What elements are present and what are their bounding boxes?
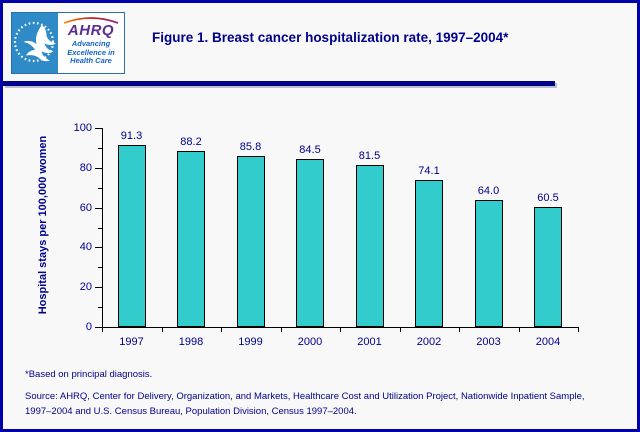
bar	[355, 165, 384, 327]
y-major-tick	[95, 128, 102, 129]
bar	[236, 156, 265, 327]
figure-title: Figure 1. Breast cancer hospitalization …	[152, 30, 509, 45]
footnote-source: Source: AHRQ, Center for Delivery, Organ…	[25, 391, 585, 417]
x-tick	[221, 328, 222, 332]
bar-chart-plot-area: 0 20 40 60 80 100 91.3 1997 88.2 1998 85.8 1999 84.5…	[3, 3, 637, 429]
x-tick	[578, 328, 579, 332]
bar-value-label: 74.1	[418, 165, 440, 177]
x-tick-label: 2000	[297, 336, 323, 348]
y-tick-label: 0	[85, 321, 92, 333]
bar-value-label: 85.8	[239, 141, 262, 153]
y-tick-label: 60	[79, 201, 92, 214]
y-major-tick	[95, 167, 102, 169]
tagline-line-2: Excellence in	[67, 47, 115, 57]
x-tick-label: 2002	[416, 336, 442, 348]
x-axis-line	[102, 327, 579, 328]
bar	[117, 145, 146, 327]
x-tick	[102, 328, 103, 332]
ahrq-acronym-text: AHRQ	[67, 22, 115, 39]
y-axis-line	[102, 128, 103, 328]
y-minor-tick	[98, 227, 102, 229]
bar-value-label: 60.5	[537, 192, 559, 204]
y-tick-label: 100	[73, 122, 92, 134]
y-minor-tick	[98, 147, 102, 149]
ahrq-wordmark: AHRQ Advancing Excellence in Health Care	[58, 13, 124, 73]
bar	[177, 151, 206, 327]
bar-value-label: 84.5	[299, 144, 321, 156]
x-tick-label: 1997	[119, 336, 144, 348]
y-tick-label: 20	[79, 281, 92, 294]
hhs-eagle-icon	[13, 21, 56, 63]
y-minor-tick	[98, 187, 102, 189]
y-major-tick	[95, 207, 102, 209]
footnote-principal-diagnosis: *Based on principal diagnosis.	[25, 369, 153, 380]
bar-value-label: 64.0	[477, 185, 500, 197]
bar	[534, 207, 563, 327]
x-tick-label: 1998	[178, 336, 204, 348]
bar	[474, 200, 503, 327]
tagline-line-3: Health Care	[70, 56, 112, 65]
bar	[415, 180, 444, 327]
x-tick	[280, 328, 282, 332]
bar-value-label: 88.2	[180, 136, 202, 148]
y-tick-label: 80	[79, 161, 92, 174]
x-tick	[518, 328, 520, 332]
y-major-tick	[95, 287, 102, 289]
y-tick-label: 40	[79, 241, 92, 254]
x-tick	[459, 328, 460, 332]
x-tick-label: 2004	[535, 336, 561, 348]
y-minor-tick	[98, 307, 102, 309]
bar-value-label: 91.3	[120, 130, 143, 142]
hhs-seal	[12, 13, 58, 73]
bar-value-label: 81.5	[358, 150, 381, 162]
tagline-line-1: Advancing	[71, 39, 111, 48]
y-major-tick	[95, 247, 102, 249]
y-major-tick	[95, 327, 102, 328]
bar	[296, 159, 325, 327]
x-tick-label: 2001	[357, 336, 382, 348]
x-tick-label: 1999	[238, 336, 263, 348]
x-tick	[161, 328, 163, 332]
y-minor-tick	[98, 267, 102, 269]
x-tick	[340, 328, 341, 332]
ahrq-arc-icon	[63, 17, 119, 24]
ahrq-tagline: Advancing Excellence in Health Care	[67, 39, 115, 66]
x-tick-label: 2003	[476, 336, 501, 348]
x-tick	[399, 328, 401, 332]
ahrq-logo: AHRQ Advancing Excellence in Health Care	[11, 12, 125, 74]
header-divider-rule	[3, 81, 555, 86]
